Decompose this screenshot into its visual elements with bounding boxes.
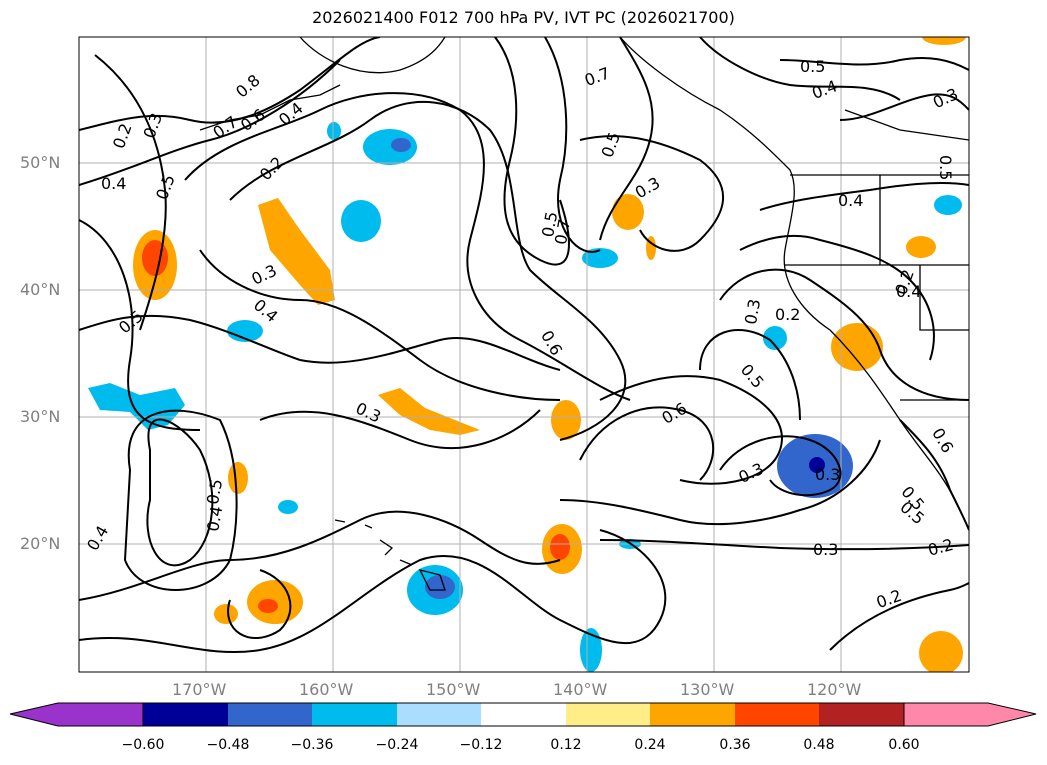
contour-label: 0.3: [815, 465, 840, 484]
graticule: [79, 37, 969, 672]
negative-pv-anomalies: [88, 122, 962, 672]
contour-label: 0.5: [936, 155, 955, 180]
colorbar-bin: [735, 703, 819, 726]
colorbar: [9, 702, 1037, 727]
lat-label-20n: 20°N: [20, 534, 61, 553]
contour-label: 0.6: [928, 425, 957, 457]
colorbar-bin: [819, 703, 904, 726]
contour-label: 0.3: [741, 298, 764, 326]
colorbar-tick-label: 0.24: [634, 737, 666, 753]
contour-label: 0.4: [101, 174, 126, 193]
lat-label-30n: 30°N: [20, 407, 61, 426]
positive-pv-anomalies: [133, 37, 966, 672]
contour-label: 0.4: [838, 191, 863, 210]
contour-label: 0.3: [353, 399, 384, 427]
contour-label: 0.7: [551, 218, 574, 246]
colorbar-tick-label: 0.12: [550, 737, 582, 753]
contour-label: 0.5: [203, 478, 226, 506]
contour-label: 0.3: [930, 84, 961, 112]
contour-label: 0.4: [896, 282, 921, 301]
colorbar-bin: [312, 703, 397, 726]
contour-labels: 0.8 0.7 0.6 0.4 0.2 0.3 0.5 0.4 0.5 0.2 …: [83, 57, 961, 612]
lat-label-50n: 50°N: [20, 153, 61, 172]
contour-label: 0.4: [203, 505, 226, 533]
colorbar-tick-label: −0.36: [290, 737, 334, 753]
map-title: 2026021400 F012 700 hPa PV, IVT PC (2026…: [312, 8, 735, 27]
colorbar-bin: [397, 703, 481, 726]
contour-label: 0.6: [537, 327, 566, 359]
lon-label-160w: 160°W: [299, 680, 354, 699]
lon-label-140w: 140°W: [553, 680, 608, 699]
colorbar-tick-label: 0.48: [803, 737, 835, 753]
contour-label: 0.3: [736, 459, 767, 487]
contour-label: 0.2: [256, 153, 287, 184]
contour-label: 0.3: [249, 261, 280, 289]
contour-label: 0.5: [800, 57, 825, 76]
coastlines: [199, 37, 969, 591]
contour-label: 0.2: [926, 535, 956, 560]
contour-label: 0.5: [152, 172, 179, 202]
colorbar-under: [9, 702, 144, 727]
colorbar-bin: [481, 703, 566, 726]
contour-label: 0.4: [250, 295, 282, 326]
colorbar-bin: [650, 703, 735, 726]
contour-label: 0.2: [109, 121, 136, 151]
contour-label: 0.2: [775, 305, 800, 324]
contour-label: 0.8: [232, 71, 264, 102]
contour-label: 0.2: [874, 586, 904, 613]
contour-label: 0.5: [115, 306, 147, 337]
contour-label: 0.3: [813, 540, 838, 559]
colorbar-bin: [566, 703, 650, 726]
colorbar-tick-label: 0.36: [719, 737, 751, 753]
contour-label: 0.5: [598, 130, 625, 160]
ivt-contours: [79, 37, 969, 654]
lon-label-120w: 120°W: [807, 680, 862, 699]
contour-label: 0.5: [737, 360, 768, 392]
contour-label: 0.4: [83, 522, 112, 554]
colorbar-tick-label: −0.60: [121, 737, 165, 753]
colorbar-bin: [143, 703, 228, 726]
colorbar-bin: [228, 703, 312, 726]
colorbar-tick-label: −0.12: [459, 737, 503, 753]
colorbar-over: [903, 702, 1037, 727]
colorbar-tick-label: −0.24: [375, 737, 419, 753]
lon-label-130w: 130°W: [680, 680, 735, 699]
contour-label: 0.7: [209, 112, 241, 142]
colorbar-tick-label: 0.60: [888, 737, 920, 753]
lon-label-150w: 150°W: [426, 680, 481, 699]
contour-label: 0.6: [659, 399, 691, 428]
contour-label: 0.5: [538, 210, 561, 238]
colorbar-tick-label: −0.48: [206, 737, 250, 753]
lat-label-40n: 40°N: [20, 280, 61, 299]
map-frame: [78, 36, 970, 673]
contour-label: 0.4: [809, 76, 839, 103]
lon-label-170w: 170°W: [172, 680, 227, 699]
